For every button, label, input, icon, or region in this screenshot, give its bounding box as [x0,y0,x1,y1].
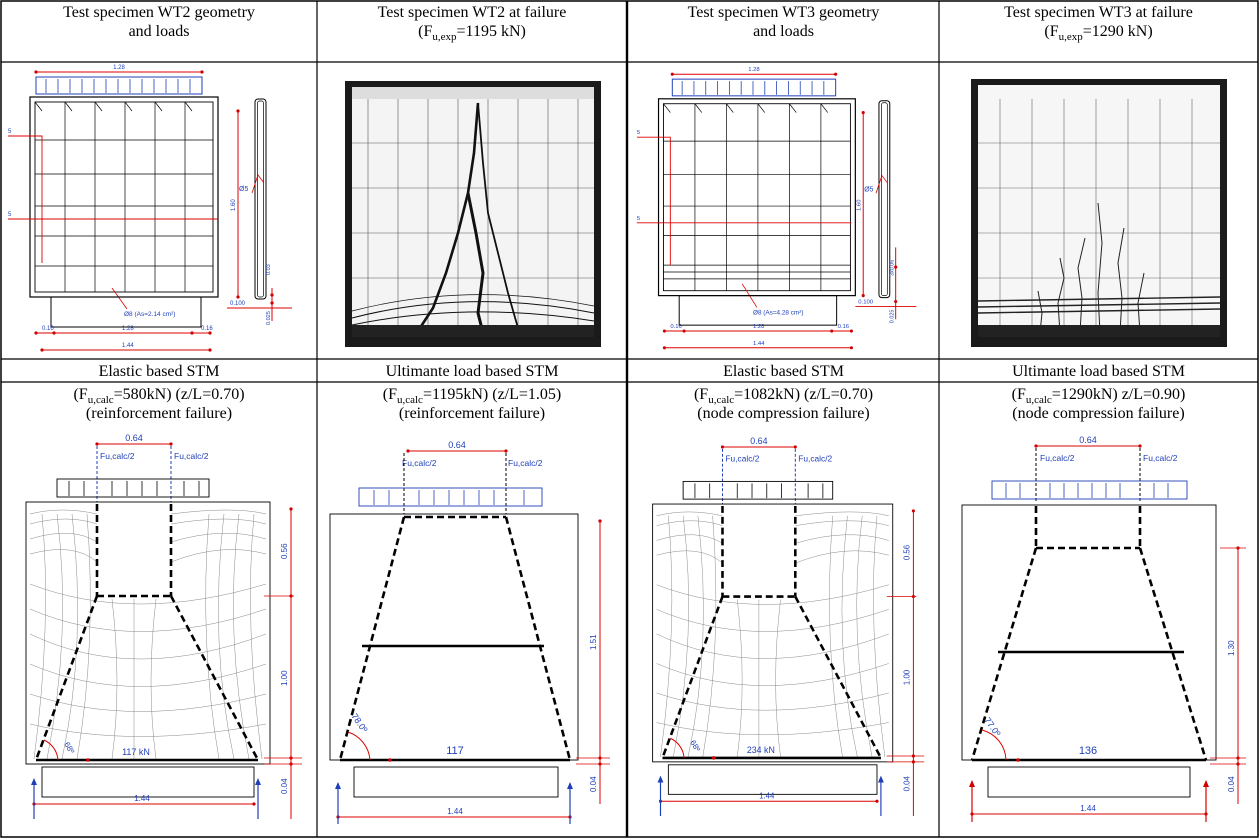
wt2-geometry-drawing: 1.28 5 5 Ø8 (As=2.14 cm²) 0.16 1.28 0.16… [8,65,292,352]
bar-label: Ø5 [864,186,873,193]
load-left-label: Fu,calc/2 [402,458,437,468]
dim-d2: 1.00 [902,669,911,685]
stm-elastic-wt2: 0.64 Fu,calc/2 Fu,calc/2 68º 117 kN 1.44… [25,433,302,819]
stm-subtitle: (Fu,calc=1082kN) (z/L=0.70) (node compre… [629,385,938,423]
dim-side-a: 0.100 [858,299,873,305]
stm-elastic-wt3: 0.64 Fu,calc/2 Fu,calc/2 68º 234 kN 1.44… [652,436,925,816]
stm-title: Ultimante load based STM [385,363,559,380]
callout-label: 5 [8,129,12,135]
dim-side-a: 0.100 [230,301,246,307]
dim-bottom-total: 1.44 [753,341,765,347]
tie-force-label: 117 kN [122,747,150,757]
stm-title: Elastic based STM [98,363,220,380]
dim-bottom-mid: 1.28 [753,324,765,330]
header-line: Test specimen WT2 geometry [63,4,255,21]
dim-top: 0.64 [1079,435,1097,445]
dim-d2: 1.00 [280,670,289,686]
wt3-failure-photo [971,79,1227,347]
dim-height: 1.60 [856,199,862,211]
tie-force-label: 117 [446,745,464,757]
dim-d3: 0.04 [1227,776,1236,792]
wt2-failure-photo [345,81,601,347]
header-line: and loads [128,23,190,40]
stm-subtitle: (Fu,calc=580kN) (z/L=0.70) (reinforcemen… [2,385,316,423]
rebar-label: Ø8 (As=2.14 cm²) [124,311,175,318]
load-left-label: Fu,calc/2 [1040,453,1075,463]
dim-bottom-total: 1.44 [122,343,134,349]
dim-side-c: 3x0.06 [890,260,896,276]
bar-label: Ø5 [239,186,248,193]
stm-subtitle: (Fu,calc=1290kN) z/L=0.90) (node compres… [940,385,1257,423]
callout-label: 5 [8,212,12,218]
dim-d3: 0.04 [280,778,289,794]
dim-d1: 1.30 [1227,640,1236,656]
angle-label: 68º [688,739,702,754]
dim-side-c: 0.03 [266,264,272,275]
dim-top: 0.64 [750,436,767,446]
dim-height: 1.60 [231,199,237,211]
dim-bottom: 1.44 [759,791,775,800]
stm-load-line: (Fu,calc=1290kN) z/L=0.90) [1011,386,1186,407]
dim-bottom-right: 0.16 [201,326,213,332]
load-right-label: Fu,calc/2 [174,451,209,461]
load-left-label: Fu,calc/2 [725,454,759,464]
dim-side-b: 0.025 [266,311,272,325]
dim-top: 0.64 [448,440,466,450]
stm-ultimate-wt3: 0.64 Fu,calc/2 Fu,calc/2 77.0º 136 1.44 … [961,435,1246,822]
header-wt3-failure: Test specimen WT3 at failure (Fu,exp=129… [940,3,1257,44]
rebar-label: Ø8 (As=4.28 cm²) [753,309,803,316]
dim-bottom-mid: 1.28 [122,326,134,332]
dim-side-b: 0.025 [890,310,896,324]
dim-top: 1.28 [113,65,125,71]
load-right-label: Fu,calc/2 [508,458,543,468]
header-line: Test specimen WT3 geometry [687,4,880,21]
dim-top: 0.64 [125,433,143,443]
stm-load-line: (Fu,calc=1082kN) (z/L=0.70) [693,386,874,407]
load-right-label: Fu,calc/2 [798,454,832,464]
header-line: (Fu,exp=1290 kN) [1044,23,1153,44]
load-right-label: Fu,calc/2 [1143,453,1178,463]
dim-d1: 1.51 [589,634,598,650]
wt3-geometry-drawing: 1.28 5 5 Ø8 (As=4.28 cm²) 0.16 1.28 0.16… [636,67,917,350]
callout-label: 5 [637,216,641,222]
header-line: (Fu,exp=1195 kN) [418,23,526,44]
dim-d3: 0.04 [902,775,911,791]
dim-d3: 0.04 [589,776,598,792]
stm-mode-line: (reinforcement failure) [398,405,546,422]
dim-bottom: 1.44 [134,794,150,803]
load-left-label: Fu,calc/2 [100,451,135,461]
stm-mode-line: (node compression failure) [697,405,870,422]
stm-mode-line: (node compression failure) [1012,405,1185,422]
header-wt2-failure: Test specimen WT2 at failure (Fu,exp=119… [318,3,626,44]
stm-title: Elastic based STM [723,363,844,380]
stm-mode-line: (reinforcement failure) [85,405,233,422]
stm-ultimate-wt2: 0.64 Fu,calc/2 Fu,calc/2 78.0º 117 1.44 … [329,440,610,824]
tie-force-label: 234 kN [747,745,775,755]
dim-bottom-right: 0.16 [838,324,850,330]
header-line: and loads [753,23,814,40]
header-line: Test specimen WT3 at failure [1004,4,1193,21]
dim-bottom: 1.44 [1080,804,1096,813]
angle-label: 68º [62,741,76,756]
header-line: Test specimen WT2 at failure [377,4,567,21]
dim-d1: 0.56 [280,543,289,559]
angle-label: 78.0º [349,711,370,734]
tie-force-label: 136 [1079,745,1097,757]
angle-label: 77.0º [982,715,1003,738]
header-wt2-geometry: Test specimen WT2 geometry and loads [2,3,316,41]
stm-load-line: (Fu,calc=1195kN) (z/L=1.05) [382,386,562,407]
callout-label: 5 [637,130,641,136]
stm-load-line: (Fu,calc=580kN) (z/L=0.70) [73,386,245,407]
dim-bottom-left: 0.16 [670,324,682,330]
dim-bottom: 1.44 [447,807,463,816]
header-wt3-geometry: Test specimen WT3 geometry and loads [629,3,938,41]
stm-title: Ultimante load based STM [1012,363,1185,380]
dim-bottom-left: 0.16 [42,326,54,332]
dim-d1: 0.56 [902,544,911,560]
dim-top: 1.28 [748,67,760,73]
stm-subtitle: (Fu,calc=1195kN) (z/L=1.05) (reinforceme… [318,385,626,423]
